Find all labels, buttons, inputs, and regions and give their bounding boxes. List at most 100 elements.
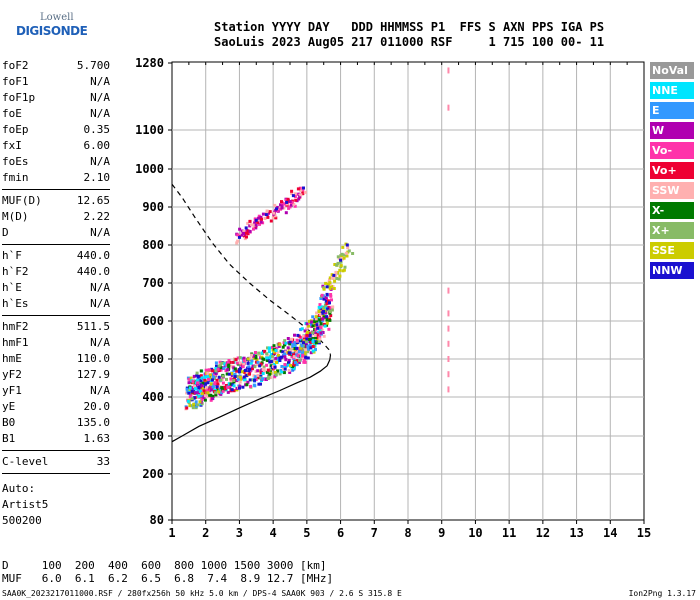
echo-point <box>214 366 218 370</box>
echo-point <box>185 387 189 391</box>
echo-point <box>300 344 304 348</box>
echo-point <box>250 359 254 363</box>
param-label: B0 <box>2 416 16 429</box>
echo-point <box>324 299 328 303</box>
echo-point <box>317 305 321 309</box>
echo-point <box>274 346 278 350</box>
echo-point <box>298 358 302 362</box>
echo-point <box>229 377 233 381</box>
param-label: h`F2 <box>2 265 29 278</box>
echo-point <box>231 360 235 364</box>
echo-point <box>296 354 300 358</box>
param-value: 127.9 <box>76 368 110 381</box>
echo-point <box>194 391 197 395</box>
legend-item: Vo- <box>650 142 694 159</box>
echo-point <box>284 341 288 345</box>
echo-point <box>253 365 257 369</box>
echo-point <box>259 220 263 224</box>
param-value: N/A <box>90 91 110 104</box>
auto-version: 500200 <box>2 514 42 527</box>
param-label: hmF1 <box>2 336 29 349</box>
echo-point <box>288 340 292 344</box>
echo-point <box>253 223 256 227</box>
y-tick-label: 800 <box>142 238 164 252</box>
echo-point <box>194 387 197 391</box>
echo-point <box>301 188 305 192</box>
echo-point <box>266 215 270 219</box>
echo-point <box>313 320 317 323</box>
trace-point <box>291 194 295 198</box>
trace-point <box>301 341 305 345</box>
param-value: N/A <box>90 297 110 310</box>
echo-point <box>225 363 229 367</box>
interference-point <box>447 356 450 362</box>
echo-point <box>292 363 296 367</box>
echo-point <box>252 354 256 358</box>
echo-point <box>292 202 296 206</box>
echo-point <box>311 331 315 335</box>
trace-point <box>237 370 241 374</box>
echo-point <box>293 195 297 199</box>
echo-point <box>299 328 303 332</box>
echo-point <box>203 394 207 398</box>
param-value: 20.0 <box>83 400 111 413</box>
echo-point <box>187 381 191 385</box>
echo-point <box>191 380 195 384</box>
echo-point <box>314 327 318 331</box>
echo-point <box>318 337 322 341</box>
echo-point <box>289 364 292 367</box>
echo-point <box>226 390 230 394</box>
param-value: 1.63 <box>83 432 111 445</box>
logo-digisonde-text: DIGISONDE <box>16 24 88 38</box>
param-separator <box>2 450 110 451</box>
echo-point <box>196 388 200 392</box>
echo-point <box>227 363 231 367</box>
echo-point <box>210 367 214 371</box>
echo-point <box>269 360 273 364</box>
echo-point <box>346 246 350 250</box>
echo-point <box>277 354 280 357</box>
auto-program: Artist5 <box>2 498 49 511</box>
echo-point <box>272 350 276 354</box>
echo-point <box>255 363 259 367</box>
param-value: 2.22 <box>83 210 111 223</box>
muf-distance-row: D 100 200 400 600 800 1000 1500 3000 [km… <box>2 559 327 572</box>
echo-point <box>201 381 205 385</box>
param-separator <box>2 473 110 474</box>
echo-point <box>326 299 330 303</box>
echo-point <box>248 356 252 360</box>
echo-point <box>275 351 279 355</box>
echo-point <box>318 303 322 307</box>
echo-point <box>311 340 315 344</box>
echo-point <box>319 331 323 335</box>
param-row: C-level 33 <box>2 454 110 470</box>
param-value: 440.0 <box>76 249 110 262</box>
echo-point <box>185 406 189 410</box>
echo-point <box>326 311 330 315</box>
echo-point <box>202 383 206 387</box>
echo-point <box>189 398 193 402</box>
echo-point <box>267 350 271 354</box>
echo-point <box>290 189 294 193</box>
param-row: h`Es N/A <box>2 296 110 312</box>
param-row: yF1 N/A <box>2 383 110 399</box>
echo-point <box>235 379 239 383</box>
param-row: h`F 440.0 <box>2 248 110 264</box>
echo-point <box>284 198 288 202</box>
param-label: foF1p <box>2 91 36 104</box>
echo-point <box>277 344 281 348</box>
echo-point <box>204 368 208 372</box>
echo-point <box>254 226 258 230</box>
echo-point <box>298 339 302 343</box>
echo-point <box>283 352 286 356</box>
echo-point <box>236 233 240 237</box>
echo-point <box>217 366 221 370</box>
echo-point <box>226 386 230 389</box>
echo-point <box>308 343 312 347</box>
param-row: foEp 0.35 <box>2 122 110 138</box>
echo-point <box>239 366 243 370</box>
echo-point <box>315 319 319 323</box>
echo-point <box>328 281 332 285</box>
echo-point <box>259 376 263 380</box>
echo-point <box>256 369 260 373</box>
